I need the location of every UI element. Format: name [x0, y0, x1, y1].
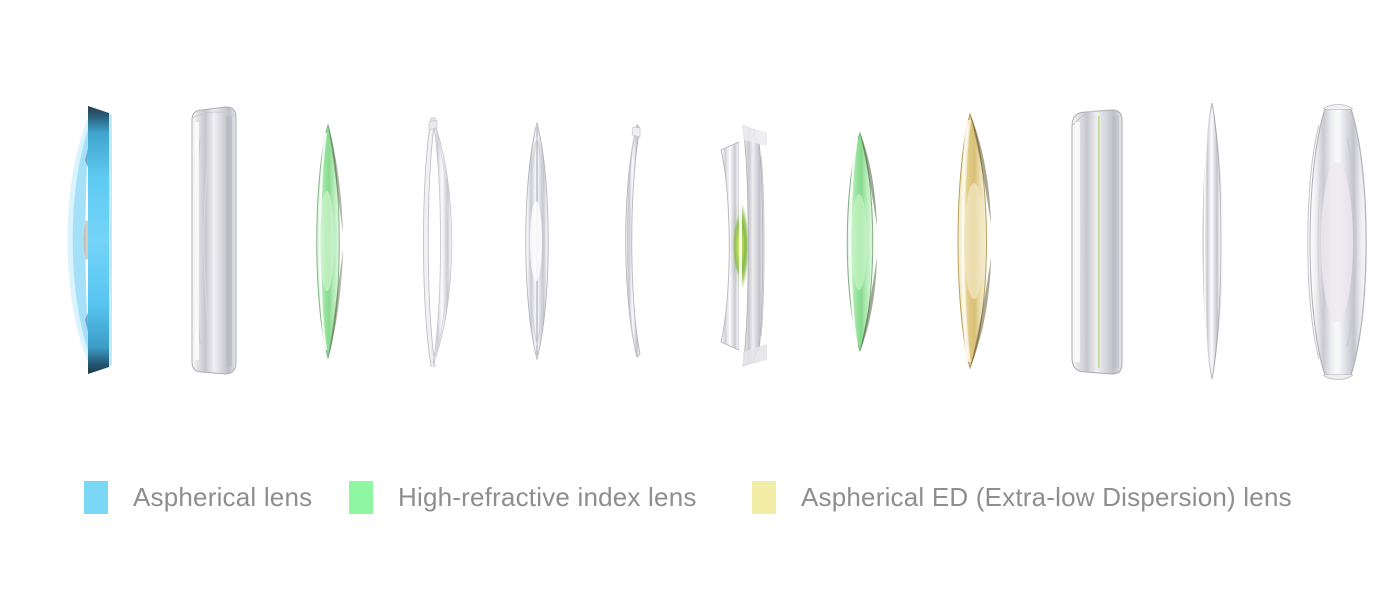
high-refractive-lens-color-swatch-icon [349, 481, 373, 514]
lens-element-4-standard [423, 117, 453, 367]
lens-element-8-high-refractive [846, 131, 877, 353]
legend-item-high-refractive: High-refractive index lens [349, 481, 697, 514]
legend-label-ed: Aspherical ED (Extra-low Dispersion) len… [801, 482, 1292, 512]
lens-element-5-standard [525, 121, 549, 361]
lens-element-9-aspherical-ed [957, 112, 991, 370]
lens-element-11-standard [1202, 102, 1223, 380]
aspherical-lens-color-swatch-icon [84, 481, 108, 514]
lens-element-6-standard [625, 124, 641, 358]
lens-element-7-standard [720, 125, 767, 367]
legend-item-aspherical: Aspherical lens [84, 481, 312, 514]
legend-item-ed: Aspherical ED (Extra-low Dispersion) len… [752, 481, 1292, 514]
lens-element-2-standard [191, 106, 237, 375]
lens-element-1-aspherical [67, 106, 112, 374]
legend-label-aspherical: Aspherical lens [133, 482, 313, 512]
lens-element-10-standard [1071, 109, 1123, 375]
ed-lens-color-swatch-icon [752, 481, 776, 514]
legend-label-high-refractive: High-refractive index lens [398, 482, 697, 512]
lens-element-12-standard [1307, 104, 1367, 380]
lens-element-3-high-refractive [316, 123, 343, 360]
